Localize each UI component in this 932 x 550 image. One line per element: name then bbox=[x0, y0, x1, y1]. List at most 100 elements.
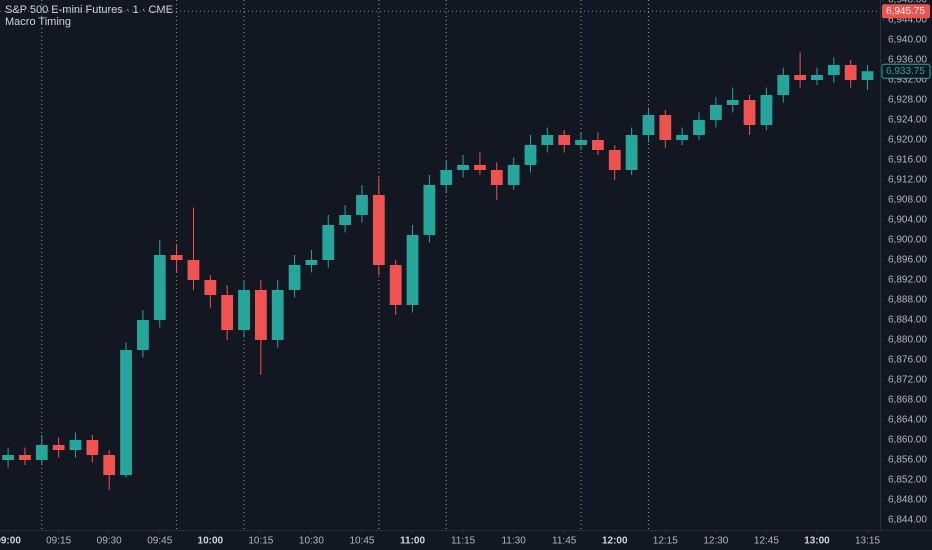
candle-body bbox=[608, 150, 621, 170]
y-tick-label: 6,932.00 bbox=[888, 75, 927, 86]
candle-body bbox=[2, 455, 14, 460]
x-tick-label: 13:15 bbox=[855, 536, 880, 547]
x-tick-label: 11:30 bbox=[501, 536, 526, 547]
candle-body bbox=[238, 290, 250, 330]
x-tick-label: 12:00 bbox=[602, 536, 628, 547]
x-tick-label: 10:00 bbox=[198, 536, 224, 547]
y-tick-label: 6,908.00 bbox=[888, 195, 927, 206]
candle-body bbox=[221, 295, 234, 330]
candle-body bbox=[642, 115, 655, 135]
candle-body bbox=[271, 290, 284, 340]
candle-body bbox=[120, 350, 132, 475]
y-tick-label: 6,880.00 bbox=[888, 335, 927, 346]
candle-body bbox=[844, 65, 857, 80]
y-tick-label: 6,904.00 bbox=[888, 215, 927, 226]
x-tick-label: 12:30 bbox=[703, 536, 728, 547]
candle-body bbox=[254, 290, 267, 340]
candle-body bbox=[372, 195, 385, 265]
x-tick-label: 09:30 bbox=[97, 536, 122, 547]
candle-body bbox=[541, 135, 554, 145]
candle-body bbox=[322, 225, 335, 260]
x-tick-label: 10:45 bbox=[349, 536, 374, 547]
y-tick-label: 6,864.00 bbox=[888, 415, 927, 426]
candle-body bbox=[676, 135, 689, 140]
candle-body bbox=[811, 75, 823, 80]
last-price-box bbox=[881, 63, 931, 79]
last-price-label: 6,933.75 bbox=[886, 66, 925, 77]
y-tick-label: 6,896.00 bbox=[888, 255, 927, 266]
x-tick-label: 11:00 bbox=[400, 536, 425, 547]
candle-body bbox=[558, 135, 571, 145]
candle-body bbox=[709, 105, 722, 120]
candle-body bbox=[794, 75, 807, 80]
y-tick-label: 6,848.00 bbox=[888, 495, 927, 506]
candle-body bbox=[592, 140, 604, 150]
candle-body bbox=[406, 235, 419, 305]
candle-body bbox=[69, 440, 82, 450]
candle-body bbox=[507, 165, 520, 185]
y-tick-label: 6,892.00 bbox=[888, 275, 927, 286]
candle-body bbox=[457, 165, 469, 170]
candle-body bbox=[288, 265, 301, 290]
y-tick-label: 6,872.00 bbox=[888, 375, 927, 386]
candle-body bbox=[35, 445, 48, 460]
y-tick-label: 6,940.00 bbox=[888, 35, 927, 46]
x-tick-label: 09:00 bbox=[0, 536, 21, 547]
candle-body bbox=[86, 440, 99, 455]
candle-body bbox=[339, 215, 352, 225]
high-marker-box bbox=[882, 4, 930, 19]
high-marker-label: 6,945.75 bbox=[886, 6, 925, 17]
y-tick-label: 6,916.00 bbox=[888, 155, 927, 166]
indicator-name: Macro Timing bbox=[5, 16, 71, 28]
y-tick-label: 6,860.00 bbox=[888, 435, 927, 446]
candle-body bbox=[827, 65, 840, 75]
candle-body bbox=[524, 145, 537, 165]
candle-body bbox=[575, 140, 587, 145]
candle-body bbox=[103, 455, 116, 475]
candle-body bbox=[389, 265, 402, 305]
candle-body bbox=[423, 185, 436, 235]
x-tick-label: 09:15 bbox=[46, 536, 71, 547]
y-tick-label: 6,852.00 bbox=[888, 475, 927, 486]
x-tick-label: 12:15 bbox=[653, 536, 678, 547]
y-tick-label: 6,844.00 bbox=[888, 515, 927, 526]
x-tick-label: 09:45 bbox=[147, 536, 172, 547]
candle-body bbox=[743, 100, 756, 125]
chart-title: S&P 500 E-mini Futures · 1 · CME bbox=[5, 4, 173, 16]
y-tick-label: 6,924.00 bbox=[888, 115, 927, 126]
candle-body bbox=[861, 71, 874, 80]
candle-body bbox=[726, 100, 739, 105]
candle-body bbox=[659, 115, 672, 140]
y-tick-label: 6,912.00 bbox=[888, 175, 927, 186]
y-tick-label: 6,928.00 bbox=[888, 95, 927, 106]
candle-body bbox=[204, 280, 217, 295]
candle-body bbox=[19, 455, 31, 460]
x-tick-label: 10:30 bbox=[299, 536, 324, 547]
y-tick-label: 6,948.00 bbox=[888, 0, 927, 6]
candle-body bbox=[356, 195, 368, 215]
x-tick-label: 13:00 bbox=[804, 536, 830, 547]
candle-body bbox=[137, 320, 149, 350]
candle-body bbox=[474, 165, 486, 170]
x-tick-label: 11:45 bbox=[552, 536, 577, 547]
y-tick-label: 6,888.00 bbox=[888, 295, 927, 306]
candle-body bbox=[187, 260, 200, 280]
y-tick-label: 6,920.00 bbox=[888, 135, 927, 146]
candle-body bbox=[777, 75, 790, 95]
candle-body bbox=[625, 135, 638, 170]
x-tick-label: 10:15 bbox=[248, 536, 273, 547]
candle-body bbox=[693, 120, 705, 135]
candle-body bbox=[52, 445, 65, 450]
candle-body bbox=[490, 170, 503, 185]
candle-body bbox=[305, 260, 318, 265]
y-tick-label: 6,868.00 bbox=[888, 395, 927, 406]
y-tick-label: 6,876.00 bbox=[888, 355, 927, 366]
x-tick-label: 12:45 bbox=[754, 536, 779, 547]
candle-body bbox=[153, 255, 166, 320]
y-tick-label: 6,900.00 bbox=[888, 235, 927, 246]
y-tick-label: 6,936.00 bbox=[888, 55, 927, 66]
candle-body bbox=[760, 95, 773, 125]
